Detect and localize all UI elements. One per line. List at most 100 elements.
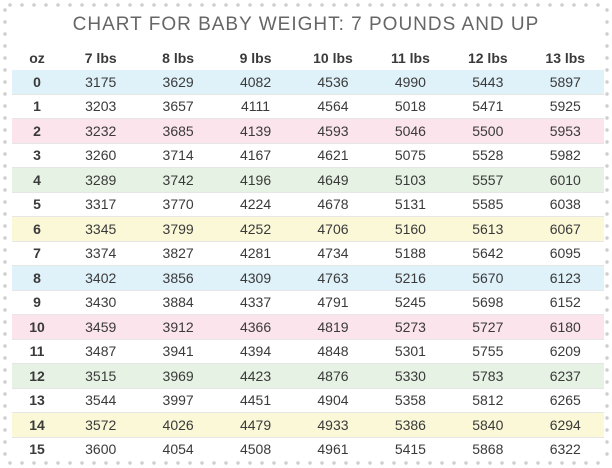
weight-grams-cell: 3856	[162, 269, 194, 286]
weight-grams-cell: 4649	[317, 171, 349, 188]
weight-grams-cell: 3969	[162, 367, 194, 384]
weight-grams-cell: 4734	[317, 245, 349, 262]
row-oz-label: 4	[33, 171, 41, 188]
weight-grams-cell: 4933	[317, 416, 349, 433]
weight-grams-cell: 5670	[472, 269, 504, 286]
weight-grams-cell: 3317	[85, 196, 117, 213]
row-oz-label: 15	[29, 441, 45, 458]
weight-grams-cell: 5500	[472, 122, 504, 139]
weight-grams-cell: 6123	[549, 269, 581, 286]
column-header-11-lbs: 11 lbs	[390, 50, 430, 66]
weight-grams-cell: 3941	[162, 343, 194, 360]
weight-grams-cell: 4848	[317, 343, 349, 360]
table-row: 8 3402 3856 4309 4763 5216 5670 6123	[12, 265, 604, 290]
weight-grams-cell: 6010	[549, 171, 581, 188]
weight-grams-cell: 5982	[549, 147, 581, 164]
weight-grams-cell: 4763	[317, 269, 349, 286]
weight-grams-cell: 4309	[239, 269, 272, 286]
weight-grams-cell: 4281	[239, 245, 272, 262]
row-oz-label: 14	[29, 416, 45, 433]
row-oz-label: 1	[33, 98, 41, 115]
table-row: 12 3515 3969 4423 4876 5330 5783 6237	[12, 363, 604, 388]
table-row: 10 3459 3912 4366 4819 5273 5727 6180	[12, 314, 604, 339]
weight-grams-cell: 3459	[85, 318, 117, 335]
weight-grams-cell: 3260	[85, 147, 117, 164]
weight-grams-cell: 4621	[317, 147, 349, 164]
weight-grams-cell: 5415	[394, 441, 426, 458]
weight-grams-cell: 6038	[549, 196, 581, 213]
weight-grams-cell: 5131	[394, 196, 426, 213]
row-oz-label: 9	[33, 294, 41, 311]
weight-grams-cell: 3345	[85, 220, 117, 237]
weight-grams-cell: 3487	[85, 343, 117, 360]
dotted-border-left	[2, 4, 8, 464]
weight-grams-cell: 5103	[394, 171, 426, 188]
weight-grams-cell: 4366	[239, 318, 272, 335]
weight-grams-cell: 5245	[394, 294, 426, 311]
weight-grams-cell: 6067	[549, 220, 581, 237]
weight-grams-cell: 5783	[472, 367, 504, 384]
column-header-9-lbs: 9 lbs	[239, 50, 272, 66]
weight-grams-cell: 4990	[394, 73, 426, 90]
weight-grams-cell: 4564	[317, 98, 349, 115]
weight-grams-cell: 5585	[472, 196, 504, 213]
table-row: 1 3203 3657 4111 4564 5018 5471 5925	[12, 94, 604, 119]
weight-grams-cell: 5528	[472, 147, 504, 164]
weight-table: oz 7 lbs 8 lbs 9 lbs 10 lbs 11 lbs 12 lbs 13 lb…	[12, 46, 604, 461]
column-header-13-lbs: 13 lbs	[545, 50, 586, 66]
chart-title: CHART FOR BABY WEIGHT: 7 POUNDS AND UP	[72, 14, 540, 35]
weight-grams-cell: 4196	[239, 171, 272, 188]
weight-grams-cell: 4224	[239, 196, 272, 213]
weight-grams-cell: 4111	[241, 98, 271, 115]
weight-grams-cell: 5812	[472, 392, 504, 409]
column-header-10-lbs: 10 lbs	[313, 50, 353, 66]
weight-grams-cell: 3827	[162, 245, 194, 262]
weight-grams-cell: 5727	[472, 318, 504, 335]
row-oz-label: 11	[29, 343, 45, 360]
weight-grams-cell: 5897	[549, 73, 581, 90]
row-oz-label: 12	[29, 367, 45, 384]
weight-grams-cell: 3770	[162, 196, 194, 213]
weight-grams-cell: 3884	[162, 294, 194, 311]
weight-grams-cell: 5755	[472, 343, 504, 360]
weight-grams-cell: 6294	[549, 416, 581, 433]
table-body: 0 3175 3629 4082 4536 4990 5443 5897 1 3203 3657 41…	[12, 70, 604, 461]
weight-grams-cell: 5557	[472, 171, 504, 188]
weight-grams-cell: 5216	[394, 269, 426, 286]
column-header-7-lbs: 7 lbs	[84, 50, 117, 66]
table-row: 2 3232 3685 4139 4593 5046 5500 5953	[12, 118, 604, 143]
weight-grams-cell: 4791	[317, 294, 349, 311]
table-row: 14 3572 4026 4479 4933 5386 5840 6294	[12, 412, 604, 437]
weight-grams-cell: 3430	[85, 294, 117, 311]
weight-grams-cell: 4819	[317, 318, 349, 335]
weight-grams-cell: 5188	[394, 245, 426, 262]
weight-grams-cell: 3600	[85, 441, 117, 458]
row-oz-label: 7	[33, 245, 41, 262]
weight-grams-cell: 5443	[472, 73, 504, 90]
column-header-12-lbs: 12 lbs	[467, 50, 508, 66]
column-header-8-lbs: 8 lbs	[162, 50, 195, 66]
weight-grams-cell: 5953	[549, 122, 581, 139]
weight-grams-cell: 5301	[394, 343, 426, 360]
weight-grams-cell: 4508	[239, 441, 272, 458]
weight-grams-cell: 6152	[549, 294, 581, 311]
weight-grams-cell: 4593	[317, 122, 349, 139]
weight-grams-cell: 4026	[162, 416, 194, 433]
table-row: 11 3487 3941 4394 4848 5301 5755 6209	[12, 339, 604, 364]
row-oz-label: 3	[33, 147, 41, 164]
weight-grams-cell: 3232	[85, 122, 117, 139]
weight-grams-cell: 6095	[549, 245, 581, 262]
weight-grams-cell: 3657	[162, 98, 194, 115]
row-oz-label: 13	[29, 392, 45, 409]
weight-grams-cell: 5273	[394, 318, 426, 335]
column-header-oz: oz	[29, 50, 45, 66]
table-header-row: oz 7 lbs 8 lbs 9 lbs 10 lbs 11 lbs 12 lbs 13 lb…	[12, 46, 604, 70]
weight-grams-cell: 5840	[472, 416, 504, 433]
weight-grams-cell: 4961	[317, 441, 349, 458]
row-oz-label: 10	[29, 318, 45, 335]
table-row: 3 3260 3714 4167 4621 5075 5528 5982	[12, 143, 604, 168]
weight-grams-cell: 4337	[239, 294, 272, 311]
weight-grams-cell: 5358	[394, 392, 426, 409]
weight-grams-cell: 3912	[162, 318, 194, 335]
